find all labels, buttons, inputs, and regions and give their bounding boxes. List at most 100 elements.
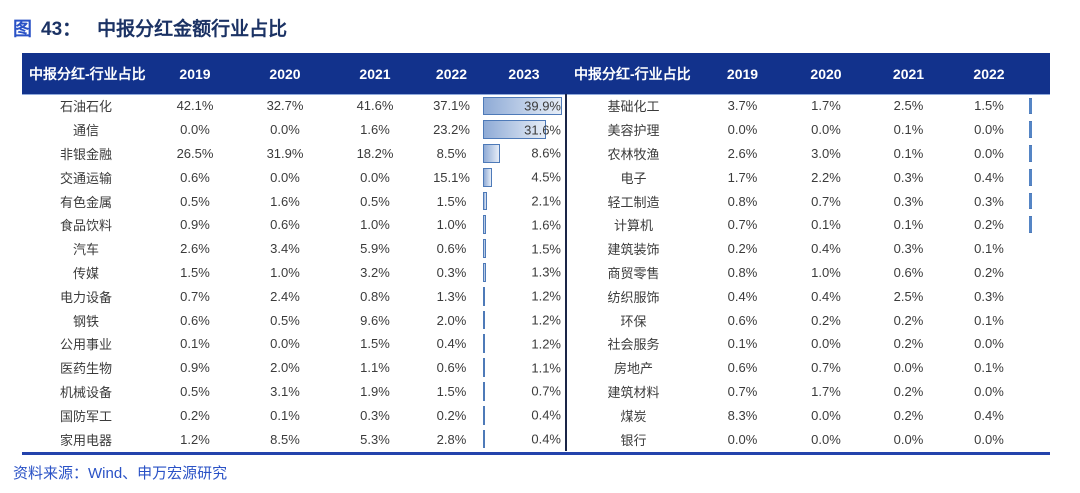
value-cell: 0.1% (893, 122, 924, 138)
bar-cell: 4.5% (483, 165, 565, 189)
value-cell: 0.0% (727, 122, 758, 138)
value-cell: 1.0% (811, 264, 841, 280)
right-table: 中报分红-行业占比 2019 2020 2021 2022 基础化工 3.7% 1.7% 2.5… (567, 53, 1050, 451)
tick-bar (1029, 192, 1032, 210)
value-cell: 1.7% (811, 98, 841, 114)
value-cell: 0.1% (974, 360, 1004, 376)
header-cell-year: 2022 (973, 65, 1005, 82)
table-row: 纺织服饰 0.4% 0.4% 2.5% 0.3% (567, 284, 1050, 308)
value-cell-2023: 1.2% (531, 312, 561, 328)
value-cell: 0.8% (360, 288, 390, 304)
value-cell-2023: 1.2% (531, 288, 561, 304)
value-cell: 0.0% (811, 431, 841, 447)
header-cell-year: 2021 (892, 65, 925, 82)
value-cell: 3.7% (727, 98, 758, 114)
value-cell: 5.3% (360, 431, 390, 447)
figure-title: 图 43： 中报分红金额行业占比 (13, 14, 287, 41)
value-cell: 1.7% (727, 169, 758, 185)
truncated-2023-cell (1028, 213, 1050, 237)
truncated-2023-cell (1028, 332, 1050, 356)
value-cell: 0.3% (974, 288, 1004, 304)
left-table: 中报分红-行业占比 2019 2020 2021 2022 2023 石油石化 42.1% 32… (22, 53, 565, 451)
bar-cell: 1.2% (483, 284, 565, 308)
data-bar (483, 167, 492, 187)
industry-name-cell: 国防军工 (59, 408, 112, 424)
table-row: 通信 0.0% 0.0% 1.6% 23.2% 31.6% (22, 118, 565, 142)
industry-name-cell: 计算机 (613, 218, 653, 234)
value-cell: 0.3% (893, 169, 924, 185)
industry-name-cell: 建筑材料 (607, 384, 660, 400)
industry-name-cell: 农林牧渔 (607, 146, 660, 162)
header-cell-year: 2021 (359, 65, 391, 82)
data-bar (483, 382, 485, 401)
value-cell-2023: 0.7% (531, 383, 561, 399)
table-row: 农林牧渔 2.6% 3.0% 0.1% 0.0% (567, 142, 1050, 166)
header-cell-year: 2019 (726, 65, 759, 82)
figure-number: 43： (41, 19, 82, 40)
truncated-2023-cell (1028, 403, 1050, 427)
table-row: 传媒 1.5% 1.0% 3.2% 0.3% 1.3% (22, 261, 565, 285)
industry-name-cell: 轻工制造 (607, 194, 660, 210)
value-cell: 0.2% (893, 407, 924, 423)
industry-name-cell: 建筑装饰 (607, 242, 660, 258)
value-cell-2023: 31.6% (524, 122, 561, 138)
bar-cell: 1.1% (483, 356, 565, 380)
value-cell: 0.3% (436, 264, 467, 280)
value-cell: 0.5% (180, 383, 210, 399)
data-bar (483, 96, 562, 116)
value-cell: 1.5% (974, 98, 1004, 114)
value-cell: 0.7% (727, 217, 758, 233)
truncated-2023-cell (1028, 261, 1050, 285)
header-cell-category: 中报分红-行业占比 (29, 65, 146, 82)
truncated-2023-cell (1028, 94, 1050, 118)
value-cell: 0.6% (180, 169, 210, 185)
value-cell: 1.5% (436, 193, 467, 209)
header-cell-category: 中报分红-行业占比 (574, 65, 691, 82)
value-cell-2023: 1.2% (531, 336, 561, 352)
value-cell: 0.0% (811, 122, 841, 138)
industry-name-cell: 家用电器 (59, 432, 112, 448)
table-row: 环保 0.6% 0.2% 0.2% 0.1% (567, 308, 1050, 332)
table-row: 商贸零售 0.8% 1.0% 0.6% 0.2% (567, 261, 1050, 285)
value-cell: 32.7% (266, 98, 304, 114)
table-row: 非银金融 26.5% 31.9% 18.2% 8.5% 8.6% (22, 142, 565, 166)
table-row: 基础化工 3.7% 1.7% 2.5% 1.5% (567, 94, 1050, 118)
value-cell: 0.1% (974, 241, 1004, 257)
value-cell: 0.0% (270, 336, 300, 352)
value-cell-2023: 4.5% (531, 169, 561, 185)
value-cell: 0.6% (893, 264, 924, 280)
value-cell: 0.4% (974, 169, 1004, 185)
dividend-tables: 中报分红-行业占比 2019 2020 2021 2022 2023 石油石化 42.1% 32… (22, 53, 1050, 451)
value-cell: 0.4% (811, 288, 841, 304)
industry-name-cell: 食品饮料 (59, 218, 112, 234)
value-cell: 3.4% (270, 241, 300, 257)
data-bar (483, 310, 486, 330)
value-cell: 41.6% (356, 98, 394, 114)
table-row: 电子 1.7% 2.2% 0.3% 0.4% (567, 165, 1050, 189)
table-row: 煤炭 8.3% 0.0% 0.2% 0.4% (567, 403, 1050, 427)
truncated-2023-cell (1028, 308, 1050, 332)
value-cell: 0.0% (893, 431, 924, 447)
value-cell: 1.6% (270, 193, 300, 209)
value-cell: 0.4% (727, 288, 758, 304)
data-bar (483, 286, 486, 306)
data-bar (483, 429, 485, 449)
value-cell: 8.5% (436, 145, 467, 161)
bar-cell: 0.4% (483, 403, 565, 427)
truncated-2023-cell (1028, 189, 1050, 213)
bar-cell: 39.9% (483, 94, 565, 118)
value-cell: 0.0% (974, 383, 1004, 399)
value-cell: 0.2% (180, 407, 210, 423)
value-cell: 1.3% (436, 288, 467, 304)
value-cell: 0.2% (974, 217, 1004, 233)
value-cell: 0.5% (180, 193, 210, 209)
value-cell-2023: 8.6% (531, 145, 561, 161)
value-cell: 0.3% (974, 193, 1004, 209)
value-cell: 0.1% (270, 407, 300, 423)
value-cell: 0.8% (727, 264, 758, 280)
table-row: 汽车 2.6% 3.4% 5.9% 0.6% 1.5% (22, 237, 565, 261)
figure-title-text: 中报分红金额行业占比 (97, 19, 288, 40)
value-cell: 2.6% (727, 145, 758, 161)
value-cell: 0.2% (811, 312, 841, 328)
value-cell: 18.2% (356, 145, 394, 161)
